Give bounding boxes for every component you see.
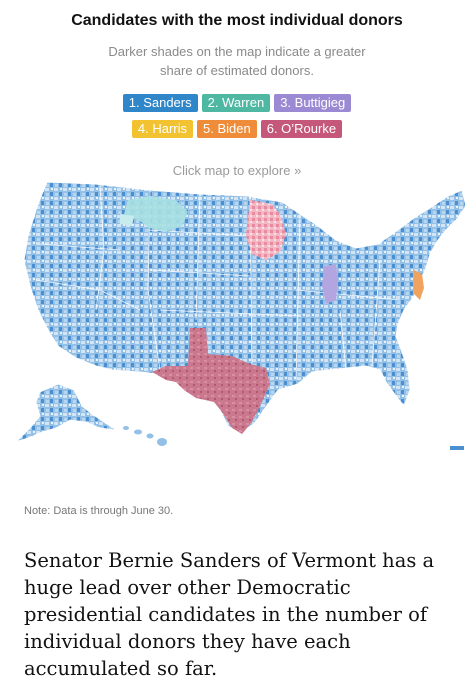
graphic-subtitle: Darker shades on the map indicate a grea… [0, 42, 474, 80]
legend-chip-orourke[interactable]: 6. O’Rourke [260, 120, 343, 138]
data-note: Note: Data is through June 30. [24, 505, 174, 517]
legend-chip-sanders[interactable]: 1. Sanders [122, 94, 198, 112]
donor-map[interactable] [0, 170, 474, 460]
graphic-title: Candidates with the most individual dono… [71, 12, 403, 29]
legend-row-2: 4. Harris 5. Biden 6. O’Rourke [0, 120, 474, 138]
subtitle-line-1: Darker shades on the map indicate a grea… [108, 44, 366, 59]
legend-chip-biden[interactable]: 5. Biden [197, 120, 257, 138]
explore-map-link[interactable]: Click map to explore » [172, 163, 302, 178]
article-paragraph: Senator Bernie Sanders of Vermont has a … [24, 549, 435, 680]
state-borders [35, 185, 401, 381]
indiana-region[interactable] [322, 264, 338, 304]
hawaii-shape[interactable] [123, 426, 167, 446]
warren-region-small[interactable] [120, 214, 134, 226]
legend-chip-harris[interactable]: 4. Harris [131, 120, 194, 138]
legend-row-1: 1. Sanders 2. Warren 3. Buttigieg [0, 94, 474, 112]
warren-region[interactable] [124, 196, 188, 232]
minnesota-region[interactable] [246, 200, 286, 260]
legend-chip-buttigieg[interactable]: 3. Buttigieg [274, 94, 352, 112]
contiguous-us-shape[interactable] [23, 181, 467, 433]
subtitle-line-2: share of estimated donors. [160, 63, 314, 78]
delaware-region[interactable] [414, 270, 424, 300]
alaska-shape[interactable] [15, 383, 117, 443]
puerto-rico-shape[interactable] [450, 446, 464, 450]
texas-region[interactable] [152, 328, 270, 434]
legend-chip-warren[interactable]: 2. Warren [201, 94, 271, 112]
